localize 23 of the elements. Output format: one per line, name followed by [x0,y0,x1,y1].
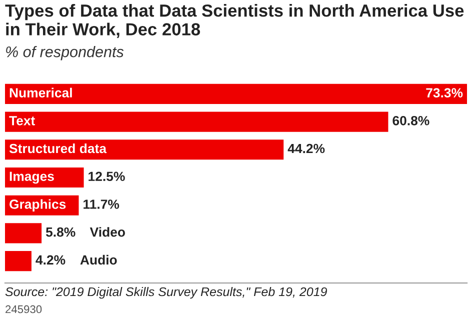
bar [5,140,284,160]
data-label: 44.2% [288,144,325,154]
y-tick-label: Text [9,116,35,126]
y-tick-label: Graphics [10,199,66,212]
bar [5,112,388,132]
data-label: 60.8% [392,116,430,126]
source-note: Source: "2019 Digital Skills Survey Results," Feb 19, 2019 [5,287,327,299]
y-tick-label: Images [10,172,54,184]
chart-title: Types of Data that Data Scientists in North America Use in Their Work, Dec 2018 [5,4,464,38]
bar [5,251,32,272]
data-label: 11.7% [84,200,120,209]
data-label: 5.8% [46,227,76,237]
data-label: 4.2% [36,255,66,265]
y-tick-label: Structured data [9,143,107,154]
bar [5,84,467,104]
bar [5,223,42,244]
text: 245930 [6,305,42,314]
data-label: 73.3% [426,88,463,98]
data-label: 12.5% [88,172,125,182]
chart-subtitle: % of respondents [6,46,124,60]
y-tick-label: Numerical [10,88,72,98]
y-tick-label: Video [90,227,125,237]
y-tick-label: Audio [80,254,117,265]
